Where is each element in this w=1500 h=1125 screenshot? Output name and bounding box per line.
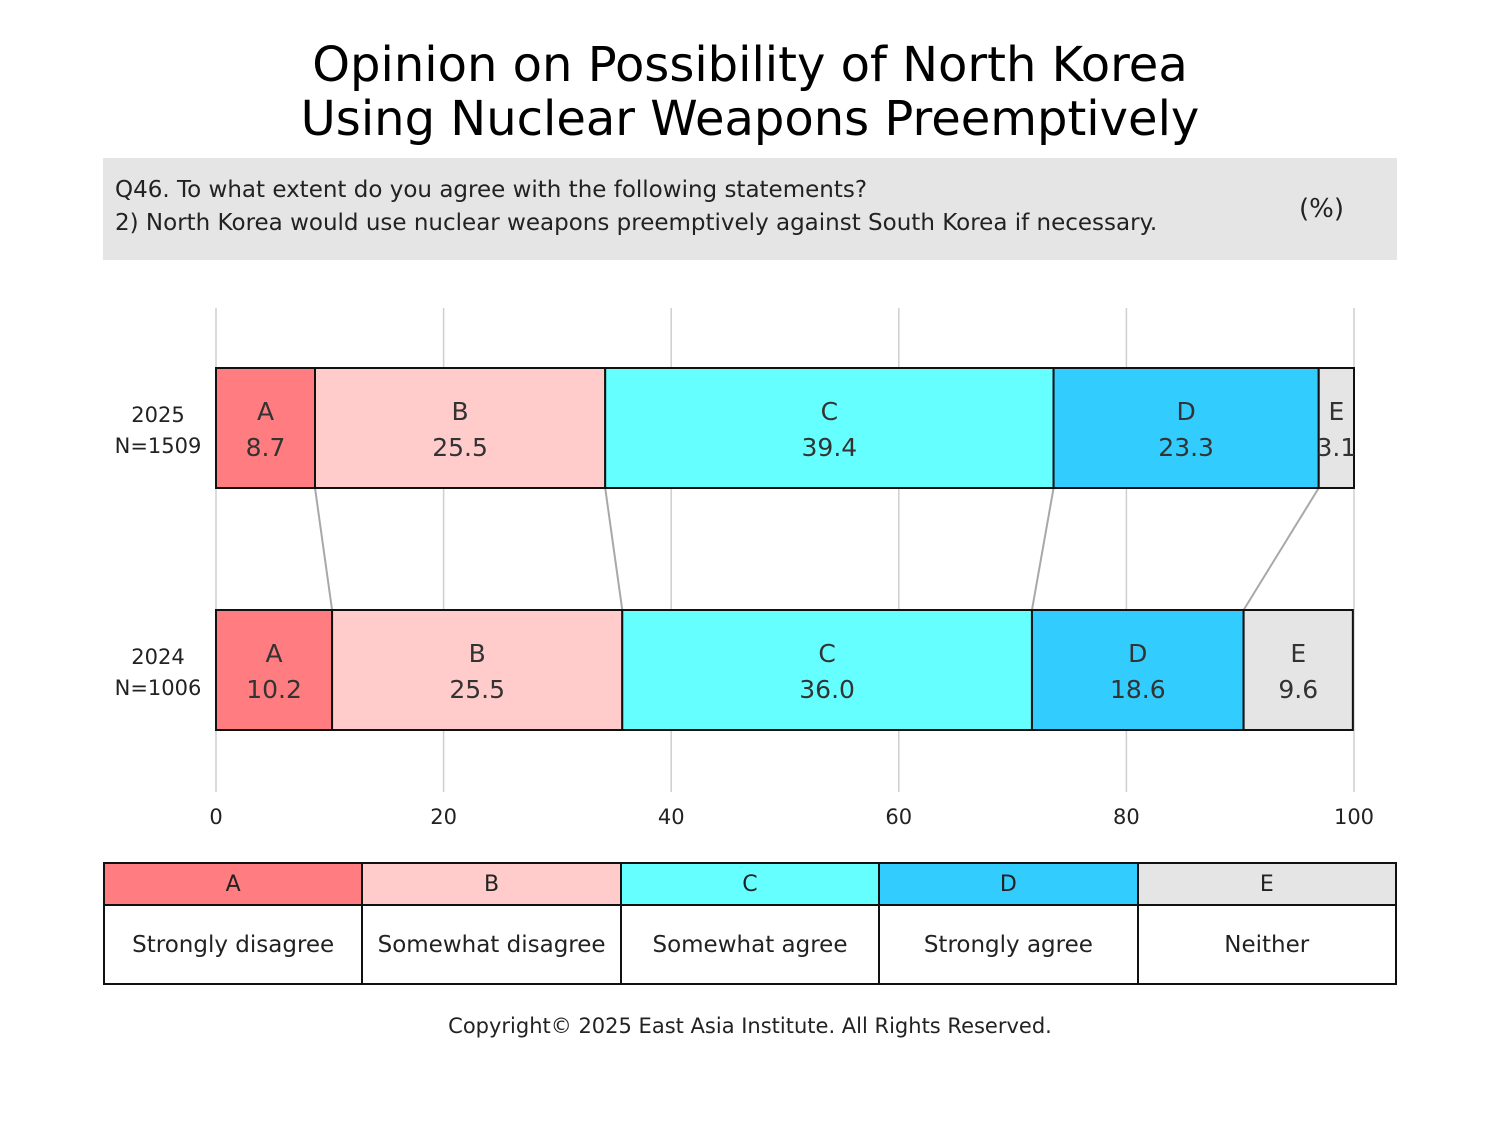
bar-key-label-2025-a: A	[257, 397, 274, 426]
data-label-2025-c: 39.4	[802, 433, 858, 462]
copyright: Copyright© 2025 East Asia Institute. All…	[448, 1014, 1052, 1038]
legend-label-d: Strongly agree	[878, 904, 1139, 985]
bar-2024-d	[1030, 609, 1245, 731]
bar-2024-b	[331, 609, 624, 731]
category-label-2025: 2025	[131, 403, 184, 427]
x-tick-label-20: 20	[430, 805, 457, 829]
x-tick-label-0: 0	[209, 805, 222, 829]
legend-key-e: E	[1136, 862, 1398, 906]
bar-key-label-2024-c: C	[818, 639, 835, 668]
legend-label-a: Strongly disagree	[102, 904, 364, 985]
category-label-2024: 2024	[131, 645, 184, 669]
x-tick-label-80: 80	[1113, 805, 1140, 829]
data-label-2024-e: 9.6	[1278, 675, 1318, 704]
chart-title: Opinion on Possibility of North Korea Us…	[0, 38, 1500, 146]
bar-key-label-2025-c: C	[821, 397, 838, 426]
bar-2024-e	[1242, 609, 1354, 731]
question-box: Q46. To what extent do you agree with th…	[103, 158, 1397, 260]
bar-2025-e	[1317, 367, 1356, 489]
category-sublabel-2024: N=1006	[115, 676, 202, 700]
bar-key-label-2024-e: E	[1290, 639, 1306, 668]
data-label-2025-d: 23.3	[1158, 433, 1214, 462]
connector-line-a	[314, 487, 334, 611]
chart-title-line-1: Opinion on Possibility of North Korea	[312, 37, 1188, 93]
data-label-2024-b: 25.5	[449, 675, 505, 704]
data-label-2025-b: 25.5	[432, 433, 488, 462]
data-label-2024-c: 36.0	[799, 675, 855, 704]
chart-title-line-2: Using Nuclear Weapons Preemptively	[300, 91, 1200, 147]
bar-2025-a	[215, 367, 317, 489]
bar-2025-b	[314, 367, 607, 489]
question-text: Q46. To what extent do you agree with th…	[115, 177, 868, 203]
data-label-2024-d: 18.6	[1110, 675, 1166, 704]
statement-text: 2) North Korea would use nuclear weapons…	[115, 210, 1158, 236]
bar-2024-c	[621, 609, 1033, 731]
bar-key-label-2025-e: E	[1328, 397, 1344, 426]
legend-key-a: A	[102, 862, 364, 906]
legend-label-b: Somewhat disagree	[361, 904, 622, 985]
connector-line-b	[604, 487, 624, 611]
legend-label-c: Somewhat agree	[619, 904, 881, 985]
data-label-2025-a: 8.7	[246, 433, 286, 462]
connector-line-c	[1030, 487, 1055, 611]
x-tick-label-40: 40	[658, 805, 685, 829]
category-sublabel-2025: N=1509	[115, 434, 202, 458]
legend-key-d: D	[878, 862, 1139, 906]
data-label-2024-a: 10.2	[246, 675, 302, 704]
legend-label-e: Neither	[1136, 904, 1398, 985]
legend-key-c: C	[619, 862, 881, 906]
bar-key-label-2025-d: D	[1177, 397, 1196, 426]
legend-key-b: B	[361, 862, 622, 906]
bar-key-label-2024-b: B	[469, 639, 486, 668]
unit-label: (%)	[1299, 194, 1344, 224]
stacked-bar-chart: 0 20 40 60 80 100 A 8.7 B 25.5 C 39.4 D 23.3 E 3.1 2025 N…	[115, 308, 1374, 829]
connector-line-d	[1242, 487, 1320, 611]
bar-key-label-2024-a: A	[265, 639, 282, 668]
bar-2025-d	[1052, 367, 1320, 489]
bar-2024-a	[215, 609, 334, 731]
bar-key-label-2024-d: D	[1128, 639, 1147, 668]
legend-table: A B C D E Strongly disagree Somewhat dis…	[102, 862, 1398, 985]
x-tick-label-100: 100	[1334, 805, 1374, 829]
x-tick-label-60: 60	[885, 805, 912, 829]
bar-key-label-2025-b: B	[452, 397, 469, 426]
bar-2025-c	[604, 367, 1055, 489]
data-label-2025-e: 3.1	[1316, 433, 1356, 462]
